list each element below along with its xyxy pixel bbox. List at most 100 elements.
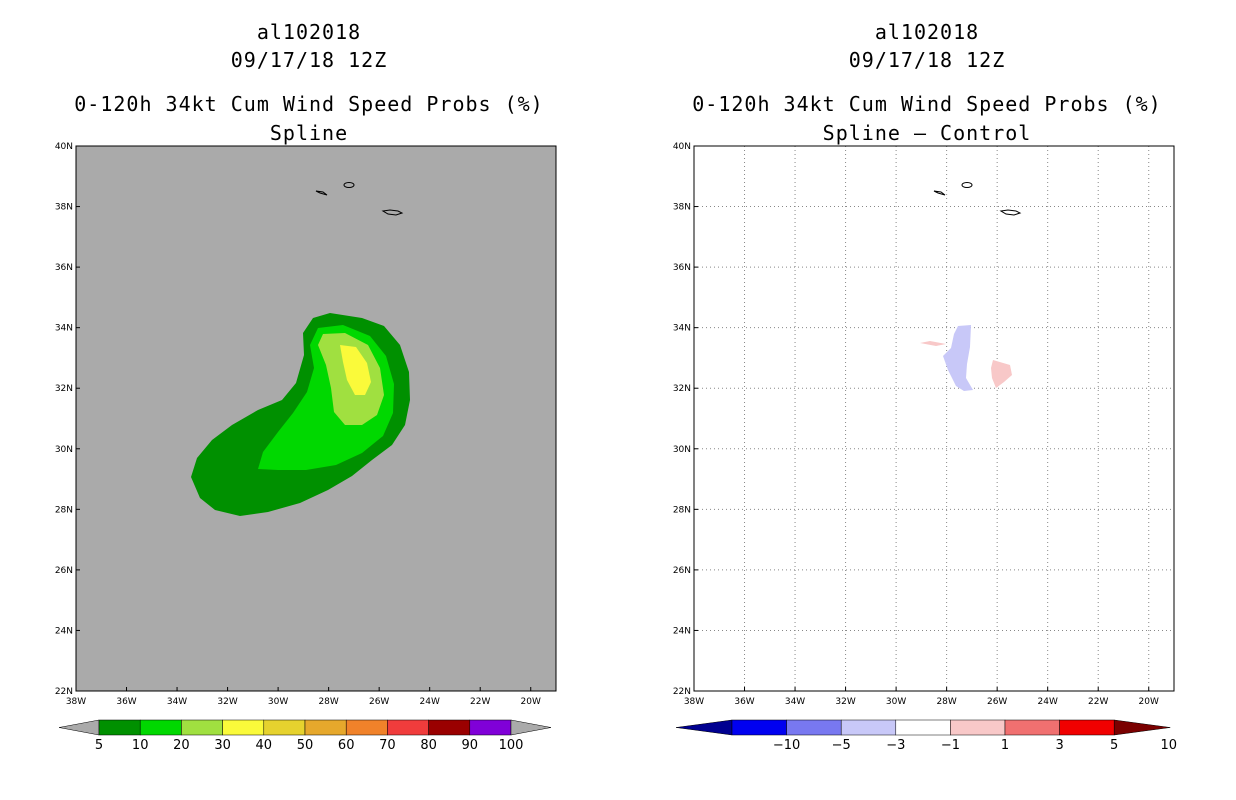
- y-tick-label: 30N: [55, 445, 73, 455]
- x-tick-label: 38W: [684, 697, 704, 707]
- y-tick-label: 38N: [673, 203, 691, 213]
- colorbar-swatch: [222, 719, 265, 736]
- y-tick-label: 26N: [55, 566, 73, 576]
- y-tick-label: 30N: [673, 445, 691, 455]
- colorbar-swatch: [139, 719, 182, 736]
- colorbar-swatch: [731, 719, 787, 736]
- colorbar-min-arrow: [675, 719, 733, 736]
- storm-id-title: al102018: [874, 20, 980, 44]
- colorbar-label: 50: [297, 738, 314, 753]
- colorbar-label: −5: [832, 738, 851, 753]
- colorbar-swatch: [304, 719, 347, 736]
- diff-region-positive-east: [991, 360, 1012, 388]
- y-tick-label: 36N: [673, 263, 691, 273]
- y-tick-label: 34N: [673, 324, 691, 334]
- x-tick-label: 34W: [785, 697, 805, 707]
- island-outlines: [315, 182, 404, 216]
- y-tick-label: 28N: [55, 505, 73, 515]
- left-panel: al102018 09/17/18 12Z 0-120h 34kt Cum Wi…: [55, 20, 557, 753]
- diff-region-negative: [943, 325, 973, 391]
- y-tick-label: 32N: [55, 384, 73, 394]
- colorbar-swatch: [428, 719, 471, 736]
- x-tick-label: 28W: [936, 697, 956, 707]
- x-tick-label: 36W: [116, 697, 136, 707]
- colorbar-label: 40: [256, 738, 273, 753]
- colorbar-swatch: [345, 719, 388, 736]
- colorbar-swatch: [469, 719, 512, 736]
- y-tick-label: 38N: [55, 203, 73, 213]
- y-tick-label: 34N: [55, 324, 73, 334]
- x-tick-label: 22W: [1088, 697, 1108, 707]
- plot-frame: [75, 145, 557, 692]
- colorbar-swatch: [950, 719, 1006, 736]
- colorbar-label: 60: [338, 738, 355, 753]
- chart-title: 0-120h 34kt Cum Wind Speed Probs (%): [692, 92, 1162, 116]
- colorbar-swatch: [895, 719, 951, 736]
- island-outlines: [933, 182, 1022, 216]
- colorbar-label: 5: [95, 738, 103, 753]
- x-tick-label: 36W: [734, 697, 754, 707]
- colorbar-label: 3: [1055, 738, 1063, 753]
- colorbar-label: −1: [941, 738, 960, 753]
- colorbar-swatch: [98, 719, 141, 736]
- colorbar-label: 30: [214, 738, 231, 753]
- colorbar-label: 70: [379, 738, 396, 753]
- x-tick-label: 38W: [66, 697, 86, 707]
- x-tick-label: 24W: [1038, 697, 1058, 707]
- colorbar-swatch: [1004, 719, 1060, 736]
- colorbar-label: 5: [1110, 738, 1118, 753]
- colorbar-label: 90: [462, 738, 479, 753]
- right-panel: al102018 09/17/18 12Z 0-120h 34kt Cum Wi…: [618, 0, 1236, 800]
- x-tick-label: 20W: [521, 697, 541, 707]
- colorbar-label: −3: [886, 738, 905, 753]
- storm-id-title: al102018: [256, 20, 362, 44]
- diff-region-positive-west: [920, 341, 946, 346]
- colorbar-swatch: [840, 719, 897, 736]
- left-chart: 38W 36W 34W 32W 30W 28W 26W 24W 22W 20W 40N 38N 36N 3…: [55, 142, 557, 753]
- colorbar-label: 20: [173, 738, 190, 753]
- colorbar-max-arrow: [510, 719, 552, 736]
- y-tick-label: 40N: [673, 142, 691, 152]
- colorbar-label: 1: [1001, 738, 1009, 753]
- x-tick-label: 32W: [835, 697, 855, 707]
- map-background: [694, 146, 1174, 691]
- x-tick-label: 22W: [470, 697, 490, 707]
- chart-subtitle: Spline – Control: [822, 121, 1032, 145]
- y-tick-label: 36N: [55, 263, 73, 273]
- y-tick-label: 40N: [55, 142, 73, 152]
- y-tick-label: 24N: [673, 626, 691, 636]
- colorbar-label: 80: [420, 738, 437, 753]
- colorbar-swatch: [786, 719, 842, 736]
- x-tick-label: 24W: [420, 697, 440, 707]
- colorbar-swatch: [1059, 719, 1115, 736]
- colorbar-swatch: [263, 719, 306, 736]
- date-title: 09/17/18 12Z: [230, 48, 388, 72]
- chart-subtitle: Spline: [269, 121, 349, 145]
- colorbar-swatch: [181, 719, 223, 736]
- y-tick-label: 22N: [55, 687, 73, 697]
- colorbar-min-arrow: [58, 719, 100, 736]
- chart-title: 0-120h 34kt Cum Wind Speed Probs (%): [74, 92, 544, 116]
- x-tick-label: 30W: [886, 697, 906, 707]
- colorbar-label: 10: [1161, 738, 1178, 753]
- y-tick-label: 28N: [673, 505, 691, 515]
- y-tick-label: 22N: [673, 687, 691, 697]
- x-tick-label: 26W: [369, 697, 389, 707]
- plot-frame: [693, 145, 1175, 692]
- colorbar-label: 100: [499, 738, 524, 753]
- colorbar-max-arrow: [1113, 719, 1171, 736]
- contour-30-40: [340, 345, 371, 395]
- y-tick-label: 24N: [55, 626, 73, 636]
- x-tick-label: 32W: [217, 697, 237, 707]
- date-title: 09/17/18 12Z: [848, 48, 1006, 72]
- x-tick-label: 30W: [268, 697, 288, 707]
- y-tick-label: 32N: [673, 384, 691, 394]
- x-tick-label: 34W: [167, 697, 187, 707]
- colorbar-swatch: [387, 719, 429, 736]
- right-chart: 38W 36W 34W 32W 30W 28W 26W 24W 22W 20W 40N 38N 36N 3…: [673, 142, 1178, 753]
- x-tick-label: 28W: [318, 697, 338, 707]
- y-tick-label: 26N: [673, 566, 691, 576]
- x-tick-label: 26W: [987, 697, 1007, 707]
- colorbar-label: −10: [773, 738, 800, 753]
- colorbar-label: 10: [132, 738, 149, 753]
